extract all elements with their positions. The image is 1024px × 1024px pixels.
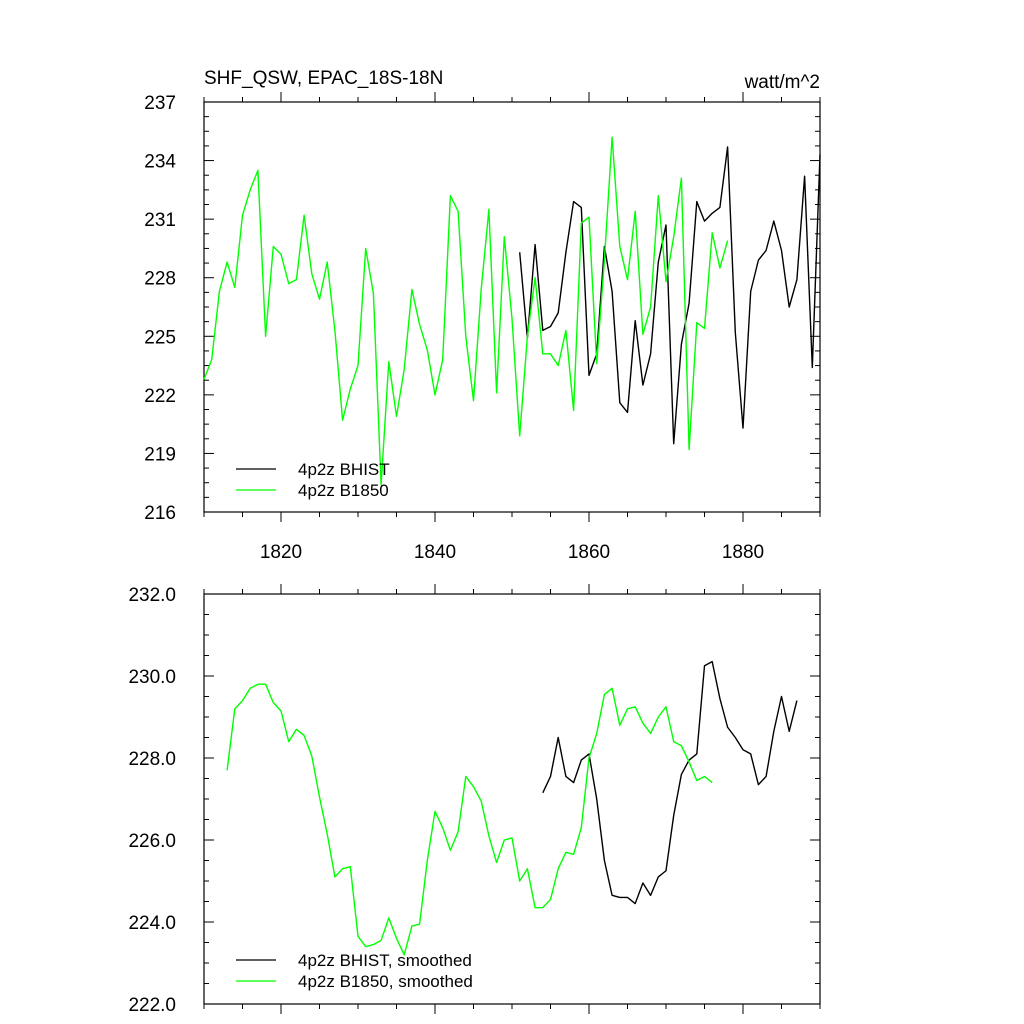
y-tick-label: 230.0 <box>128 667 176 688</box>
y-tick-label: 222 <box>144 386 176 407</box>
series-line-b1850 <box>226 683 713 956</box>
x-tick-label: 1840 <box>414 542 456 563</box>
bottom-plot-frame <box>203 593 821 1005</box>
x-tick-label: 1880 <box>722 542 764 563</box>
y-tick-label: 228.0 <box>128 749 176 770</box>
top-legend: 4p2z BHIST 4p2z B1850 <box>236 460 390 500</box>
x-tick-label: 1820 <box>260 542 302 563</box>
top-panel-units: watt/m^2 <box>744 72 820 93</box>
top-panel: SHF_QSW, EPAC_18S-18N watt/m^2 216 219 222… <box>144 68 821 563</box>
bottom-panel: 222.0 224.0 226.0 228.0 230.0 232.0 4p2z BHIS… <box>128 584 821 1016</box>
y-tick-label: 226.0 <box>128 831 176 852</box>
legend-label-b1850-smoothed: 4p2z B1850, smoothed <box>298 972 473 991</box>
y-tick-label: 231 <box>144 210 176 231</box>
series-line-bhist <box>519 146 821 445</box>
x-tick-label: 1860 <box>568 542 610 563</box>
y-tick-label: 219 <box>144 444 176 465</box>
top-panel-title: SHF_QSW, EPAC_18S-18N <box>204 68 443 89</box>
y-tick-label: 224.0 <box>128 913 176 934</box>
legend-label-bhist: 4p2z BHIST <box>298 460 390 479</box>
legend-label-b1850: 4p2z B1850 <box>298 481 389 500</box>
y-tick-label: 232.0 <box>128 585 176 606</box>
y-tick-label: 216 <box>144 503 176 524</box>
y-tick-label: 228 <box>144 269 176 290</box>
series-line-b1850 <box>203 136 729 486</box>
y-tick-label: 222.0 <box>128 995 176 1016</box>
y-tick-label: 237 <box>144 93 176 114</box>
y-tick-label: 225 <box>144 327 176 348</box>
bottom-legend: 4p2z BHIST, smoothed 4p2z B1850, smoothe… <box>236 951 473 991</box>
y-tick-label: 234 <box>144 152 176 173</box>
top-axis-ticks: 216 219 222 225 228 231 234 237 1820 1840 1860 1880 <box>144 92 821 563</box>
series-line-bhist <box>542 660 798 905</box>
top-series-group <box>203 136 821 486</box>
bottom-series-group <box>226 660 798 956</box>
bottom-axis-ticks: 222.0 224.0 226.0 228.0 230.0 232.0 <box>128 584 821 1016</box>
legend-label-bhist-smoothed: 4p2z BHIST, smoothed <box>298 951 472 970</box>
